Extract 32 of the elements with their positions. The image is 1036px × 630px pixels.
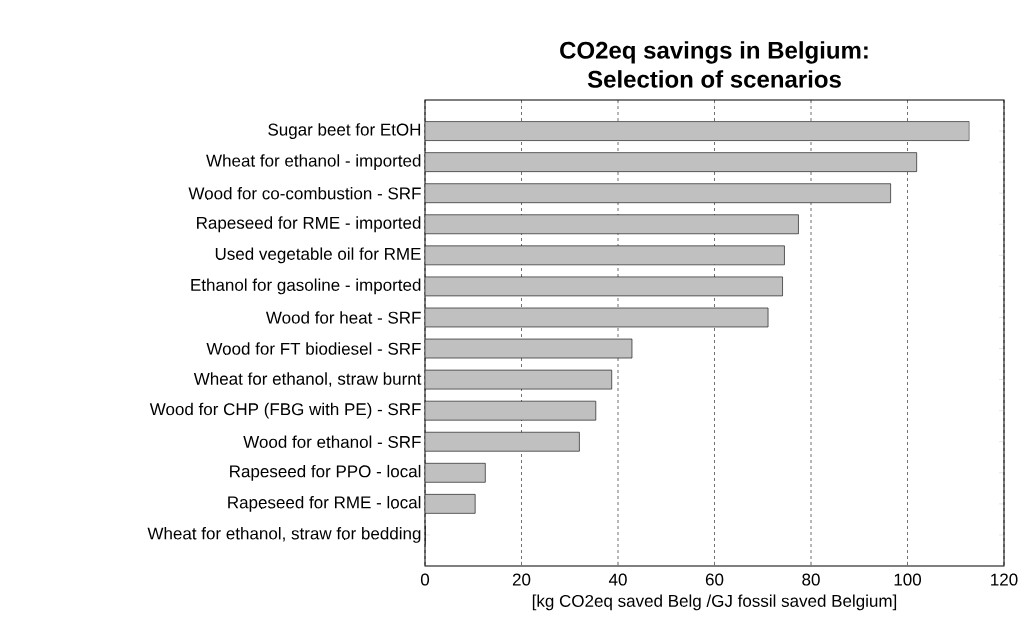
x-tick-label: 100	[894, 573, 922, 586]
y-tick-label: Rapeseed for RME - local	[228, 495, 421, 512]
y-tick-label: Wheat for ethanol, straw burnt	[193, 372, 422, 387]
y-tick-label: Sugar beet for EtOH	[268, 123, 421, 139]
x-axis-title: [kg CO2eq saved Belg /GJ fossil saved Belgium]	[532, 594, 897, 611]
x-tick-label: 80	[802, 573, 820, 586]
x-tick-label: 20	[512, 573, 531, 586]
x-tick-label: 40	[608, 573, 627, 586]
bar	[425, 494, 476, 514]
bar	[425, 245, 785, 266]
bar	[425, 463, 486, 483]
bar	[425, 121, 970, 141]
x-tick-label: 120	[991, 573, 1018, 586]
y-tick-label: Rapeseed for PPO - local	[230, 464, 421, 481]
bar	[425, 431, 580, 452]
y-tick-label: Rapeseed for RME - imported	[197, 216, 421, 233]
bar	[425, 214, 799, 235]
y-tick-label: Wheat for ethanol - imported	[206, 154, 421, 171]
chart-title: CO2eq savings in Belgium: Selection of scenarios	[560, 41, 868, 88]
y-tick-label: Wood for FT biodiesel - SRF	[206, 342, 421, 355]
x-tick-label: 0	[420, 573, 430, 586]
bar	[425, 152, 917, 172]
bar	[425, 183, 891, 204]
y-tick-label: Wood for heat - SRF	[265, 311, 421, 324]
y-tick-label: Wood for ethanol - SRF	[243, 435, 421, 448]
bar	[425, 400, 597, 421]
y-tick-label: Used vegetable oil for RME	[215, 247, 421, 264]
y-tick-label: Wheat for ethanol, straw for bedding	[147, 527, 421, 543]
x-tick-label: 60	[705, 573, 724, 586]
y-tick-label: Wood for co-combustion - SRF	[188, 186, 421, 200]
y-tick-label: Ethanol for gasoline - imported	[191, 278, 421, 295]
y-tick-label: Wood for CHP (FBG with PE) - SRF	[149, 402, 421, 419]
